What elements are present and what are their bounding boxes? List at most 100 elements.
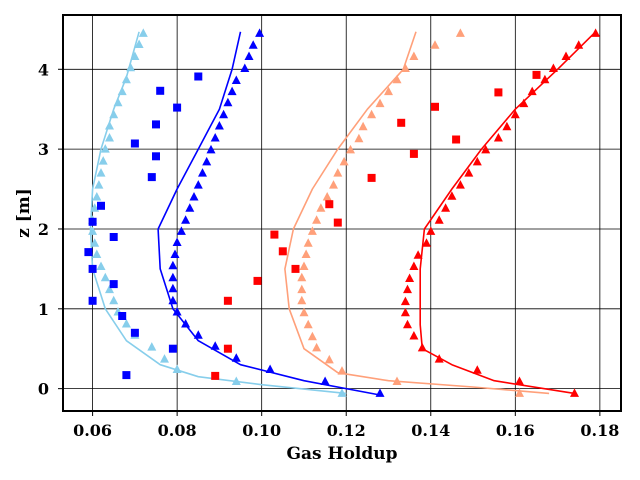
triangle-point [409, 51, 419, 60]
square-point [122, 371, 131, 380]
triangle-point [413, 250, 423, 259]
square-point [88, 264, 97, 273]
triangle-point [189, 192, 199, 201]
square-point [147, 173, 156, 182]
triangle-point [400, 296, 410, 306]
triangle-point [105, 121, 114, 130]
triangle-point [329, 180, 338, 189]
triangle-point [561, 51, 571, 60]
triangle-point [527, 86, 537, 96]
triangle-point [181, 319, 191, 328]
triangle-point [409, 331, 419, 340]
triangle-point [422, 238, 431, 247]
triangle-point [354, 133, 364, 143]
triangle-point [121, 319, 131, 328]
triangle-point [403, 319, 412, 329]
triangle-point [307, 226, 317, 235]
triangle-point [392, 74, 402, 84]
triangle-point [92, 249, 102, 258]
triangle-point [231, 376, 241, 385]
triangle-point [591, 28, 601, 37]
triangle-point [113, 97, 123, 107]
triangle-point [510, 109, 520, 119]
triangle-point [337, 366, 347, 375]
triangle-point [316, 203, 326, 212]
triangle-point [337, 388, 347, 397]
square-point [109, 233, 118, 241]
triangle-point [299, 307, 309, 317]
triangle-point [301, 249, 311, 258]
triangle-point [147, 342, 157, 351]
square-point [109, 280, 118, 289]
triangle-point [430, 40, 440, 49]
square-point [253, 276, 262, 285]
triangle-point [455, 180, 465, 189]
triangle-point [299, 261, 309, 270]
square-point [494, 88, 503, 97]
triangle-point [570, 388, 579, 397]
square-point [532, 70, 541, 79]
axes-frame [62, 14, 622, 412]
triangle-point [193, 180, 203, 189]
triangle-point [339, 156, 349, 166]
series-line [419, 31, 597, 395]
triangle-point [176, 226, 186, 235]
triangle-point [100, 272, 110, 282]
triangle-point [90, 203, 100, 212]
square-point [84, 248, 93, 257]
x-tick-label: 0.06 [73, 421, 112, 440]
series-line [284, 31, 550, 395]
triangle-point [105, 133, 114, 142]
triangle-point [441, 203, 451, 212]
triangle-point [515, 388, 524, 397]
square-point [452, 135, 461, 144]
square-point [431, 102, 439, 111]
triangle-point [168, 272, 178, 282]
triangle-point [548, 63, 558, 72]
triangle-point [168, 260, 178, 270]
x-axis-label: Gas Holdup [286, 444, 397, 464]
triangle-point [193, 330, 203, 339]
triangle-point [231, 75, 241, 84]
series-blue [84, 28, 385, 397]
square-point [97, 201, 105, 210]
square-point [152, 152, 160, 161]
square-point [409, 149, 418, 158]
triangle-point [297, 272, 307, 282]
triangle-point [324, 354, 334, 364]
triangle-point [384, 86, 393, 96]
triangle-point [185, 203, 195, 212]
triangle-point [170, 249, 180, 258]
triangle-point [447, 191, 457, 200]
triangle-point [96, 261, 106, 270]
triangle-point [214, 121, 224, 130]
triangle-point [464, 168, 474, 177]
triangle-point [231, 353, 241, 362]
triangle-point [172, 237, 182, 246]
triangle-point [455, 28, 465, 37]
triangle-point [210, 341, 220, 350]
triangle-point [472, 365, 482, 374]
triangle-point [172, 307, 182, 316]
triangle-point [519, 98, 529, 108]
square-point [173, 103, 182, 112]
y-tick-label: 0 [38, 380, 49, 399]
triangle-point [312, 342, 322, 352]
triangle-point [303, 238, 313, 247]
triangle-point [417, 342, 427, 352]
series-line [157, 31, 381, 396]
triangle-point [172, 364, 182, 373]
triangle-point [248, 40, 258, 49]
triangle-point [90, 238, 100, 247]
series-red [211, 28, 601, 397]
triangle-point [322, 192, 332, 201]
triangle-point [134, 39, 144, 48]
x-tick-label: 0.14 [411, 421, 450, 440]
triangle-point [400, 307, 410, 317]
y-tick-label: 2 [38, 220, 49, 239]
triangle-point [88, 226, 98, 235]
triangle-point [434, 215, 444, 224]
plot-area [84, 28, 601, 397]
triangle-point [206, 144, 216, 154]
square-point [118, 312, 127, 320]
